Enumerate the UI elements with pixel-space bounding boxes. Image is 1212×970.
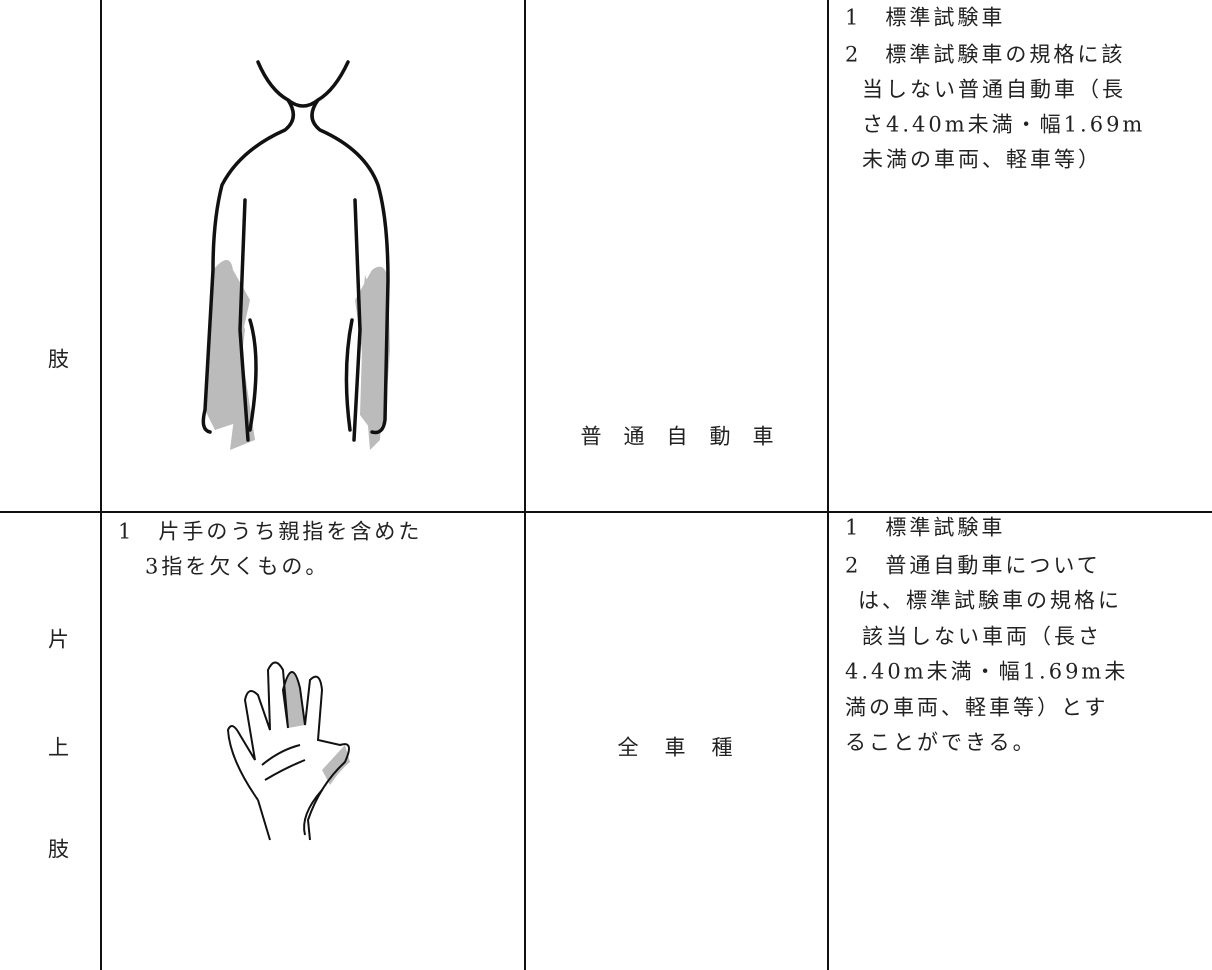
note-line: 2 普通自動車について <box>845 553 1101 578</box>
hand-figure <box>226 661 350 841</box>
note-line: ることができる。 <box>845 730 1037 755</box>
table-border <box>524 0 526 970</box>
vehicle-type: 全車種 <box>617 735 759 760</box>
note-line: は、標準試験車の規格に <box>858 588 1122 613</box>
note-line: 1 標準試験車 <box>845 5 1006 30</box>
note-line: さ4.40m未満・幅1.69m <box>862 112 1146 137</box>
condition-line: 1 片手のうち親指を含めた <box>118 519 423 544</box>
row-label: 上 <box>48 735 72 760</box>
note-line: 満の車両、軽車等）とす <box>845 695 1109 720</box>
table-border <box>827 0 829 970</box>
note-line: 未満の車両、軽車等） <box>862 147 1102 172</box>
note-line: 4.40m未満・幅1.69m未 <box>845 659 1129 684</box>
note-line: 該当しない車両（長さ <box>862 624 1102 649</box>
body-figure <box>201 60 390 450</box>
condition-line: 3指を欠くもの。 <box>145 554 330 579</box>
note-line: 1 標準試験車 <box>845 515 1006 540</box>
table-border <box>100 0 102 970</box>
note-line: 当しない普通自動車（長 <box>862 77 1126 102</box>
vehicle-type: 普通自動車 <box>580 424 796 449</box>
row-label: 肢 <box>48 347 72 372</box>
row-label: 肢 <box>48 837 72 862</box>
note-line: 2 標準試験車の規格に該 <box>845 42 1126 67</box>
table-border <box>0 511 1212 513</box>
row-label: 片 <box>48 627 72 652</box>
